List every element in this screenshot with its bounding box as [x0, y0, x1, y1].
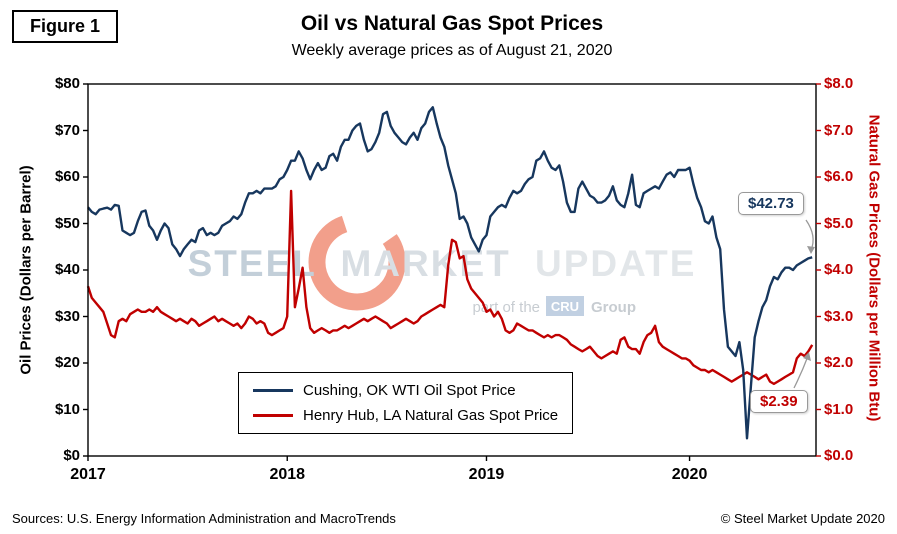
legend-label-oil: Cushing, OK WTI Oil Spot Price [303, 382, 516, 399]
cru-logo-box [546, 296, 584, 316]
chart-title: Oil vs Natural Gas Spot Prices [300, 12, 604, 35]
watermark-word-steel: STEEL [188, 243, 317, 284]
oil-line [87, 106, 813, 440]
left-tick-label: $80 [54, 75, 80, 92]
watermark-word-update: UPDATE [535, 243, 696, 284]
copyright-note: © Steel Market Update 2020 [720, 511, 885, 526]
watermark-text: STEEL MARKET UPDATE [188, 243, 697, 284]
left-tick-label: $20 [54, 354, 80, 371]
left-tick-label: $30 [54, 307, 80, 325]
oil-line-swatch-icon [253, 389, 293, 392]
x-tick-label: 2019 [468, 466, 505, 483]
left-tick-label: $0 [63, 447, 80, 464]
right-axis-tick-labels: $0.0 $1.0 $2.0 $3.0 $4.0 $5.0 $6.0 $7.0 $8.0 [824, 75, 878, 464]
x-tick-label: 2020 [671, 466, 708, 483]
chart-subtitle: Weekly average prices as of August 21, 2… [291, 42, 613, 59]
watermark-cru: CRU [551, 299, 579, 314]
oil-callout-arrowhead [807, 246, 815, 254]
oil-price-callout: $42.73 [738, 192, 804, 215]
left-tick-label: $70 [54, 121, 80, 139]
right-tick-label: $0.0 [824, 447, 854, 464]
figure-label: Figure 1 [12, 10, 119, 43]
legend-item-oil: Cushing, OK WTI Oil Spot Price [253, 382, 558, 399]
left-axis-tick-labels: $0 $10 $20 $30 $40 $50 $60 $70 $80 [26, 75, 80, 464]
watermark-group: Group [591, 299, 636, 316]
left-tick-label: $10 [54, 400, 80, 418]
sources-note: Sources: U.S. Energy Information Adminis… [12, 511, 396, 526]
left-tick-label: $50 [54, 214, 80, 232]
legend: Cushing, OK WTI Oil Spot Price Henry Hub… [238, 372, 574, 434]
right-tick-label: $1.0 [824, 400, 854, 418]
right-tick-label: $7.0 [824, 121, 854, 139]
left-tick-label: $40 [54, 261, 80, 278]
legend-item-gas: Henry Hub, LA Natural Gas Spot Price [253, 407, 558, 424]
right-tick-label: $6.0 [824, 168, 854, 185]
right-tick-label: $8.0 [824, 75, 854, 92]
right-tick-label: $2.0 [824, 354, 854, 371]
gas-line [86, 189, 814, 386]
gas-line-swatch-icon [253, 414, 293, 417]
right-tick-label: $3.0 [824, 307, 854, 325]
watermark: STEEL MARKET UPDATE part of the CRU Grou… [188, 213, 697, 316]
legend-label-gas: Henry Hub, LA Natural Gas Spot Price [303, 407, 559, 424]
x-tick-label: 2018 [269, 466, 306, 483]
right-tick-label: $4.0 [824, 261, 854, 278]
smu-ring-logo-icon [308, 213, 406, 311]
watermark-word-market: MARKET [340, 243, 510, 284]
oil-callout-leader [805, 219, 814, 251]
right-tick-label: $5.0 [824, 214, 854, 232]
gas-price-callout: $2.39 [750, 390, 808, 413]
x-tick-label: 2017 [70, 466, 106, 483]
x-axis-tick-labels: 2017 2018 2019 2020 [70, 462, 816, 484]
plot-area: STEEL MARKET UPDATE part of the CRU Grou… [55, 75, 853, 483]
left-tick-label: $60 [54, 168, 80, 185]
tick-marks [83, 83, 821, 461]
gas-callout-arrowhead [803, 352, 811, 361]
